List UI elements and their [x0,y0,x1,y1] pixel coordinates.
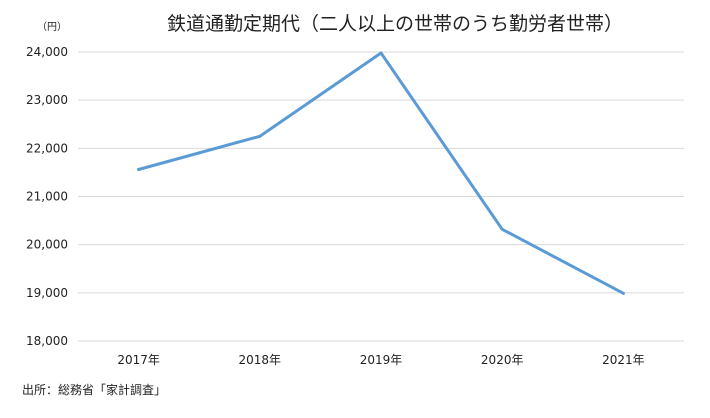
y-tick-label: 18,000 [26,334,68,348]
chart-title: 鉄道通勤定期代（二人以上の世帯のうち勤労者世帯） [167,13,623,35]
series-line [137,51,625,295]
x-tick-label: 2019年 [360,353,403,367]
y-tick-label: 24,000 [26,45,68,59]
source-note: 出所：総務省「家計調査」 [22,382,166,397]
x-tick-label: 2018年 [239,353,282,367]
x-tick-label: 2020年 [481,353,524,367]
data-point [258,134,262,138]
data-point [379,51,383,55]
x-axis-tick-labels: 2017年 2018年 2019年 2020年 2021年 [117,353,644,367]
series-layer [137,51,625,295]
y-tick-label: 22,000 [26,141,68,155]
y-tick-label: 19,000 [26,286,68,300]
x-tick-label: 2017年 [117,353,160,367]
data-point [500,227,504,231]
data-point [621,291,625,295]
y-tick-label: 20,000 [26,238,68,252]
y-axis-unit-label: （円） [37,21,67,33]
y-tick-label: 23,000 [26,93,68,107]
data-point [137,168,141,172]
gridlines [78,51,684,342]
x-tick-label: 2021年 [602,353,645,367]
y-tick-label: 21,000 [26,190,68,204]
y-axis-tick-labels: 18,000 19,000 20,000 21,000 22,000 23,000 24,0… [26,45,68,348]
